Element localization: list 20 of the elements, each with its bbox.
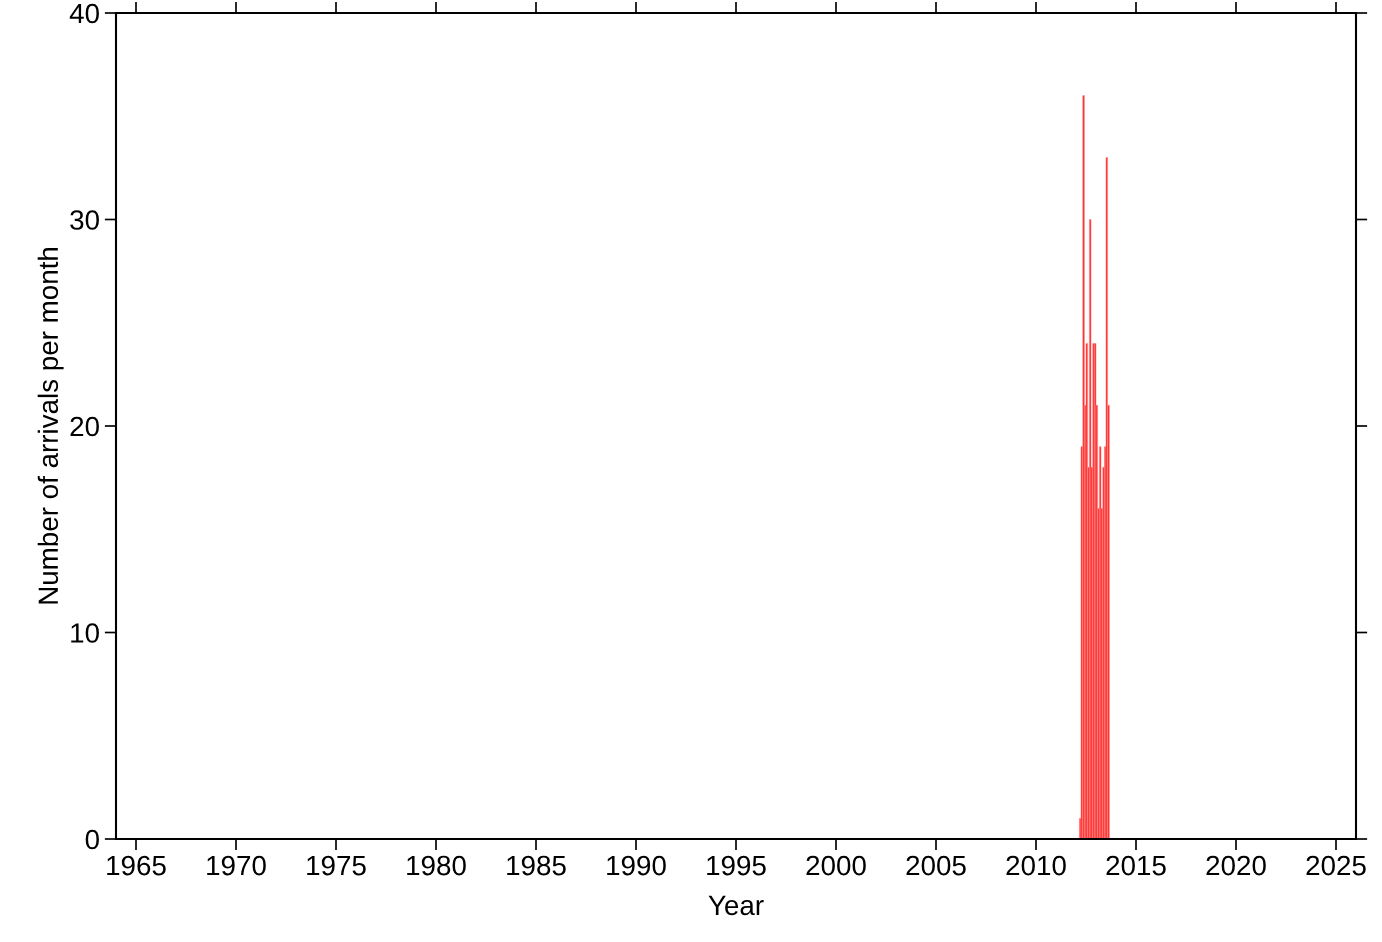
x-tick-label: 1965 (107, 855, 166, 876)
x-tick-label: 1980 (407, 855, 466, 876)
x-tick-label: 1990 (607, 855, 666, 876)
y-tick-label: 20 (70, 416, 99, 437)
x-tick-label: 2010 (1006, 855, 1066, 876)
y-tick-label: 30 (70, 210, 99, 230)
x-tick-label: 1970 (207, 855, 266, 876)
x-tick-label: 1975 (307, 855, 366, 876)
x-tick-label: 2005 (906, 855, 966, 876)
x-tick-label: 2020 (1206, 855, 1266, 876)
y-axis-title: Number of arrivals per month (37, 247, 64, 604)
x-axis-title: Year (708, 895, 764, 916)
x-tick-label: 2025 (1306, 855, 1366, 876)
y-tick-label: 10 (71, 623, 99, 643)
x-tick-label: 1995 (707, 855, 766, 876)
x-tick-label: 2015 (1106, 855, 1166, 876)
y-tick-label: 0 (85, 829, 99, 850)
y-tick-label: 40 (69, 3, 99, 24)
x-tick-label: 2000 (806, 855, 866, 876)
x-tick-label: 1985 (507, 855, 566, 876)
